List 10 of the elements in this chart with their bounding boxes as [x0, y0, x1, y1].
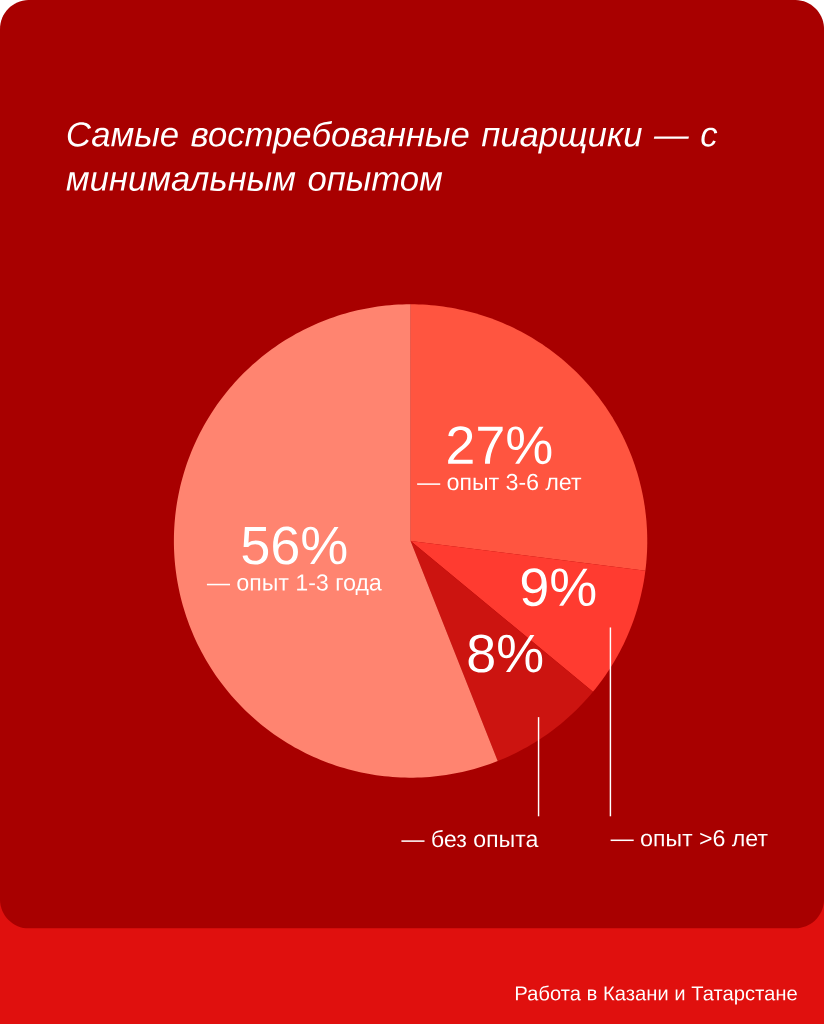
slice-label: — опыт 3-6 лет [417, 473, 582, 491]
data-label: 27% [448, 426, 552, 465]
data-label: 56% [242, 526, 347, 565]
slice-label: — опыт >6 лет [610, 830, 768, 847]
data-label: 9% [521, 568, 596, 607]
text: Работа в Казани и Татарстане [515, 985, 797, 1005]
chart-title: Самые востребованные пиарщики — с минимальным опытом [66, 120, 718, 191]
slice-label: — опыт 1-3 года [206, 574, 382, 596]
data-label: 8% [468, 634, 543, 673]
slice-label: — без опыта [401, 830, 539, 848]
